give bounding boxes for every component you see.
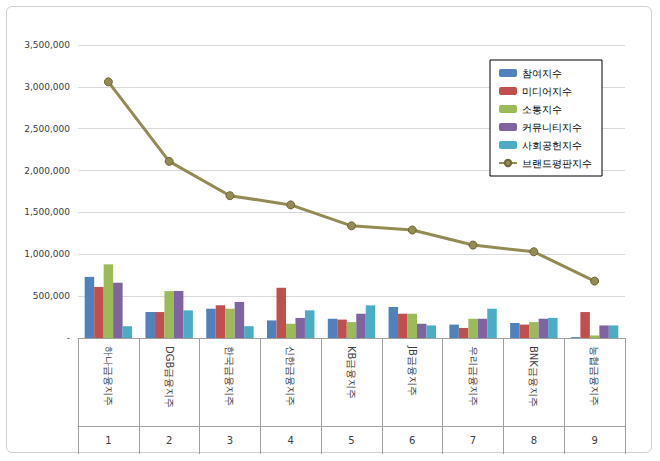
svg-text:9: 9 <box>591 435 597 446</box>
svg-text:2,000,000: 2,000,000 <box>24 166 70 176</box>
svg-text:JB금융지주: JB금융지주 <box>407 345 418 396</box>
svg-text:7: 7 <box>470 435 476 446</box>
svg-text:1,500,000: 1,500,000 <box>24 207 70 217</box>
svg-text:DGB금융지주: DGB금융지주 <box>164 346 175 408</box>
svg-text:6: 6 <box>409 435 415 446</box>
svg-text:2: 2 <box>166 435 172 446</box>
svg-text:2,500,000: 2,500,000 <box>24 124 70 134</box>
svg-text:8: 8 <box>531 435 537 446</box>
svg-text:브랜드평판지수: 브랜드평판지수 <box>522 158 592 169</box>
svg-text:소통지수: 소통지수 <box>522 104 562 115</box>
svg-text:BNK금융지주: BNK금융지주 <box>528 346 539 407</box>
svg-text:커뮤니티지수: 커뮤니티지수 <box>522 122 582 133</box>
svg-text:신한금융지주: 신한금융지주 <box>285 346 296 406</box>
svg-text:1,000,000: 1,000,000 <box>24 249 70 259</box>
svg-text:3,500,000: 3,500,000 <box>24 40 70 50</box>
svg-text:농협금융지주: 농협금융지주 <box>589 346 600 406</box>
svg-text:미디어지수: 미디어지수 <box>522 86 572 97</box>
svg-text:KB금융지주: KB금융지주 <box>346 346 357 399</box>
svg-text:참여지수: 참여지수 <box>522 68 562 79</box>
svg-text:하나금융지주: 하나금융지주 <box>103 346 114 406</box>
svg-text:우리금융지주: 우리금융지주 <box>468 346 479 406</box>
svg-text:사회공헌지수: 사회공헌지수 <box>522 140 582 151</box>
svg-text:5: 5 <box>348 435 354 446</box>
svg-text:-: - <box>67 333 70 343</box>
svg-text:4: 4 <box>288 435 294 446</box>
svg-text:한국금융지주: 한국금융지주 <box>224 346 235 406</box>
svg-text:3: 3 <box>227 435 233 446</box>
svg-text:1: 1 <box>105 435 111 446</box>
svg-text:500,000: 500,000 <box>33 291 70 301</box>
svg-text:3,000,000: 3,000,000 <box>24 82 70 92</box>
